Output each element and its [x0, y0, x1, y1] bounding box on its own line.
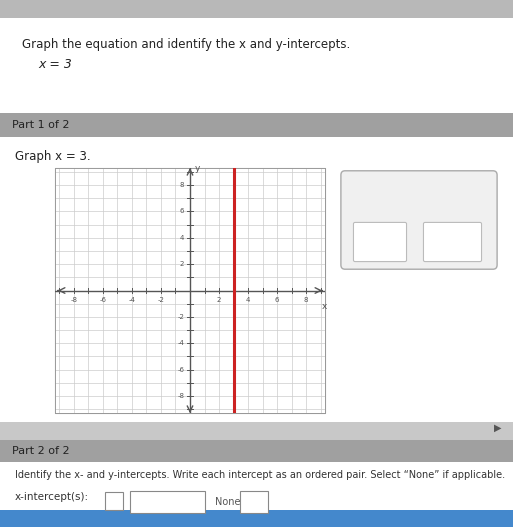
Bar — [0, 18, 513, 113]
Bar — [347, 218, 491, 263]
Text: -2: -2 — [157, 297, 164, 303]
Bar — [347, 217, 491, 218]
Bar — [0, 440, 513, 462]
Text: 2: 2 — [217, 297, 221, 303]
Bar — [0, 0, 513, 18]
Text: ↺: ↺ — [444, 233, 460, 251]
Text: -2: -2 — [177, 314, 184, 320]
Text: x-intercept(s):: x-intercept(s): — [15, 492, 89, 502]
Text: ×: × — [372, 233, 387, 251]
Text: x = 3: x = 3 — [38, 58, 72, 71]
Text: 6: 6 — [275, 297, 280, 303]
Text: -8: -8 — [70, 297, 77, 303]
Text: Part 2 of 2: Part 2 of 2 — [12, 446, 70, 456]
Text: -4: -4 — [177, 340, 184, 346]
Text: ▶: ▶ — [494, 423, 502, 433]
Bar — [55, 168, 325, 413]
Text: ⌀: ⌀ — [367, 187, 379, 207]
Bar — [0, 113, 513, 137]
Text: □: □ — [250, 494, 258, 503]
Text: 6: 6 — [180, 209, 184, 214]
Bar — [0, 462, 513, 527]
Text: 4: 4 — [246, 297, 250, 303]
Bar — [0, 137, 513, 422]
Text: -6: -6 — [177, 367, 184, 373]
Text: ─: ─ — [251, 499, 256, 508]
Text: (3,0): (3,0) — [155, 497, 179, 507]
Text: x: x — [322, 302, 327, 311]
Text: Graph x = 3.: Graph x = 3. — [15, 150, 91, 163]
Text: Part 1 of 2: Part 1 of 2 — [12, 120, 69, 130]
Text: 4: 4 — [180, 235, 184, 241]
Text: Identify the x- and y-intercepts. Write each intercept as an ordered pair. Selec: Identify the x- and y-intercepts. Write … — [15, 470, 505, 480]
Text: 2: 2 — [180, 261, 184, 267]
Bar — [0, 422, 513, 440]
Text: None.: None. — [215, 497, 244, 507]
Text: -6: -6 — [100, 297, 106, 303]
Text: ╲: ╲ — [440, 183, 450, 203]
Text: y: y — [195, 164, 201, 173]
Bar — [0, 510, 513, 527]
Text: 8: 8 — [304, 297, 308, 303]
Text: 8: 8 — [180, 182, 184, 188]
Text: □: □ — [250, 503, 258, 512]
Text: Graph the equation and identify the x and y-intercepts.: Graph the equation and identify the x an… — [22, 38, 350, 51]
Text: -8: -8 — [177, 393, 184, 399]
Text: -4: -4 — [128, 297, 135, 303]
